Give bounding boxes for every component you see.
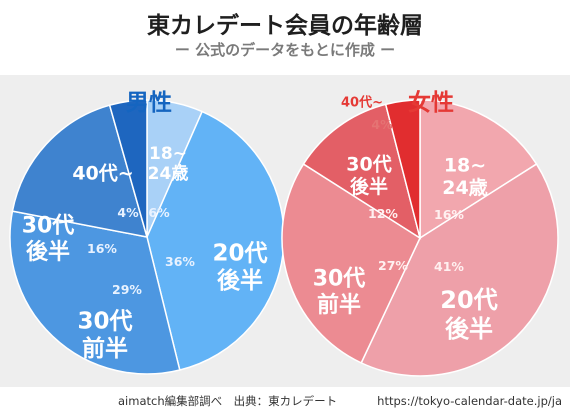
footer-credit: aimatch編集部調べ 出典：東カレデート: [118, 394, 338, 408]
pie-male-slice-4: [108, 99, 148, 238]
page-title: 東カレデート会員の年齢層: [147, 13, 423, 39]
pie-female-slice-4: [384, 99, 421, 239]
pie-female-slice-3: [302, 103, 422, 240]
pie-female-pct-4: 4%: [371, 117, 393, 132]
pie-male-label-4: 40代~: [72, 163, 133, 185]
pie-female-label-1: 20代後半: [440, 286, 497, 343]
pie-male-pct-2: 29%: [112, 282, 142, 297]
pie-female-label-3: 30代後半: [346, 153, 391, 198]
pie-female-label-4: 40代~: [341, 95, 383, 111]
pie-female-pct-3: 12%: [368, 206, 398, 221]
pie-male-title: 男性: [126, 90, 172, 116]
pie-female-slice-1: [360, 163, 559, 377]
page-subtitle: ー 公式のデータをもとに作成 ー: [174, 41, 396, 59]
pie-male-pct-3: 16%: [87, 241, 117, 256]
pie-male-label-2: 30代前半: [77, 308, 132, 362]
pie-male-slice-2: [9, 210, 181, 375]
footer-url: https://tokyo-calendar-date.jp/ja: [377, 394, 562, 408]
footer: aimatch編集部調べ 出典：東カレデート https://tokyo-cal…: [0, 390, 570, 415]
pie-male-pct-0: 6%: [148, 205, 170, 220]
pie-male-slice-3: [11, 104, 149, 238]
pie-female-title: 女性: [408, 89, 454, 116]
pie-chart-male: 男性 18~ 24歳 6% 20代後半 36% 30代前半 29% 30代後半 16% 40代~ 4%: [9, 90, 285, 375]
pie-female-pct-0: 16%: [434, 207, 464, 222]
pie-male-label-3: 30代後半: [22, 214, 75, 265]
pie-female-label-0: 18~ 24歳: [442, 154, 487, 199]
pie-charts: 男性 18~ 24歳 6% 20代後半 36% 30代前半 29% 30代後半 16% 40代~ 4%…: [9, 89, 559, 377]
pie-male-label-0: 18~ 24歳: [148, 144, 189, 184]
pie-female-pct-2: 27%: [378, 258, 408, 273]
pie-female-slice-2: [281, 163, 421, 364]
pie-chart-female: 女性 18~ 24歳 16% 20代後半 41% 30代前半 27% 30代後半 12% 40代~ 4…: [281, 89, 559, 377]
pie-female-slice-0: [419, 99, 538, 240]
pie-female-pct-1: 41%: [434, 259, 464, 274]
pie-male-pct-1: 36%: [165, 254, 195, 269]
pie-male-pct-4: 4%: [117, 205, 139, 220]
pie-female-label-2: 30代前半: [313, 267, 366, 318]
pie-male-label-1: 20代後半: [212, 240, 267, 294]
